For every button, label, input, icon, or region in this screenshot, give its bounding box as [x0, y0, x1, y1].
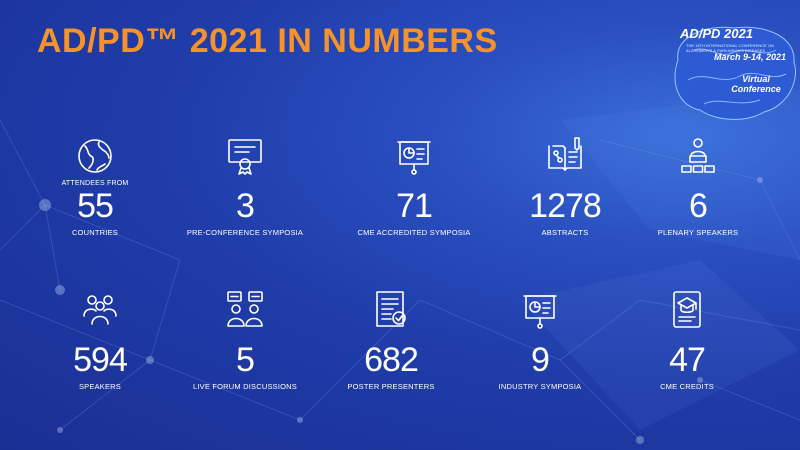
certificate-icon	[228, 139, 262, 175]
stat-caption: INDUSTRY SYMPOSIA	[498, 382, 582, 391]
stat-abstracts: 1278 ABSTRACTS	[490, 136, 640, 237]
open-book-icon	[548, 137, 582, 171]
badge-virtual-line1: Virtual	[742, 74, 770, 84]
forum-discussion-icon	[227, 291, 263, 327]
poster-document-icon	[376, 291, 406, 327]
page-title: AD/PD™ 2021 IN NUMBERS	[37, 22, 498, 60]
stat-caption: COUNTRIES	[72, 228, 118, 237]
badge-subtitle: THE 15TH INTERNATIONAL CONFERENCE ON ALZ…	[686, 43, 774, 53]
stat-caption: CME CREDITS	[660, 382, 714, 391]
stat-industry-symposia: 9 INDUSTRY SYMPOSIA	[465, 290, 615, 391]
stat-value: 682	[364, 341, 419, 379]
graduation-tablet-icon	[673, 291, 701, 328]
badge-title: AD/PD 2021	[680, 26, 753, 41]
stat-caption: POSTER PRESENTERS	[347, 382, 435, 391]
stat-value: 1278	[529, 187, 602, 225]
stat-value: 5	[236, 341, 255, 379]
presentation-board-icon	[397, 141, 431, 175]
stat-poster-presenters: 682 POSTER PRESENTERS	[316, 290, 466, 391]
stat-value: 3	[236, 187, 255, 225]
stat-caption: LIVE FORUM DISCUSSIONS	[193, 382, 297, 391]
podium-speaker-icon	[681, 138, 715, 173]
stat-value: 47	[669, 341, 706, 379]
stat-caption: PRE-CONFERENCE SYMPOSIA	[186, 228, 304, 237]
stat-value: 71	[396, 187, 433, 225]
stat-caption: CME ACCREDITED SYMPOSIA	[357, 228, 471, 237]
badge-virtual-line2: Conference	[731, 84, 781, 94]
stat-cme-accredited-symposia: 71 CME ACCREDITED SYMPOSIA	[339, 136, 489, 237]
stat-caption: PLENARY SPEAKERS	[657, 228, 739, 237]
stat-plenary-speakers: 6 PLENARY SPEAKERS	[623, 136, 773, 237]
stat-value: 594	[73, 341, 128, 379]
stat-value: 55	[77, 187, 114, 225]
conference-brain-logo	[674, 26, 796, 120]
speakers-group-icon	[83, 295, 117, 325]
globe-icon	[78, 139, 112, 173]
stat-caption: SPEAKERS	[78, 382, 122, 391]
badge-dates: March 9-14, 2021	[714, 52, 787, 62]
stat-value: 6	[689, 187, 708, 225]
stat-cme-credits: 47 CME CREDITS	[612, 290, 762, 391]
stat-live-forum-discussions: 5 LIVE FORUM DISCUSSIONS	[170, 290, 320, 391]
stat-value: 9	[531, 341, 550, 379]
industry-presentation-icon	[523, 295, 557, 329]
stat-countries: ATTENDEES FROM 55 COUNTRIES	[20, 136, 170, 237]
stat-pre-conference-symposia: 3 PRE-CONFERENCE SYMPOSIA	[170, 136, 320, 237]
stat-pre-label: ATTENDEES FROM	[61, 180, 129, 187]
badge-virtual-conference: Virtual Conference	[716, 74, 796, 94]
stat-caption: ABSTRACTS	[541, 228, 589, 237]
stat-speakers: 594 SPEAKERS	[25, 290, 175, 391]
